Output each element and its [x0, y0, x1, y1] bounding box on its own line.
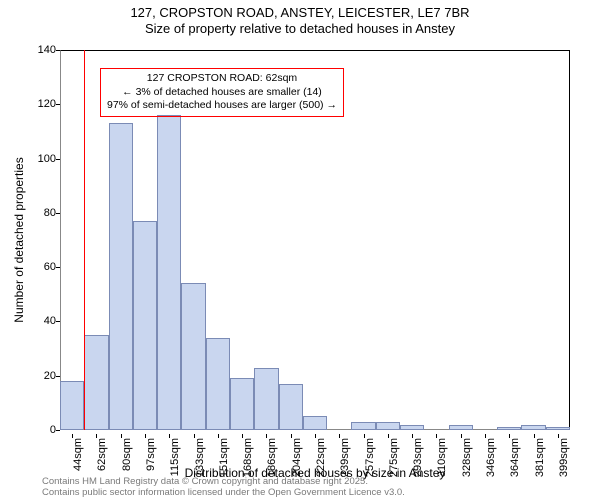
title-line-2: Size of property relative to detached ho… — [0, 21, 600, 37]
histogram-bar — [181, 283, 205, 430]
histogram-bar — [133, 221, 157, 430]
histogram-bar — [254, 368, 278, 430]
histogram-bar — [546, 427, 570, 430]
license-line-2: Contains public sector information licen… — [42, 488, 405, 499]
annotation-line: ← 3% of detached houses are smaller (14) — [107, 86, 337, 100]
y-tick-label: 120 — [26, 98, 56, 110]
histogram-bar — [400, 425, 424, 430]
histogram-bar — [376, 422, 400, 430]
y-tick-label: 0 — [26, 424, 56, 436]
y-tick-label: 40 — [26, 315, 56, 327]
annotation-box: 127 CROPSTON ROAD: 62sqm← 3% of detached… — [100, 68, 344, 117]
plot-area: 02040608010012014044sqm62sqm80sqm97sqm11… — [60, 50, 570, 430]
histogram-bar — [206, 338, 230, 430]
y-tick-label: 20 — [26, 370, 56, 382]
histogram-bar — [109, 123, 133, 430]
y-tick-label: 60 — [26, 261, 56, 273]
annotation-line: 127 CROPSTON ROAD: 62sqm — [107, 72, 337, 86]
histogram-bar — [497, 427, 521, 430]
histogram-bar — [279, 384, 303, 430]
y-tick-label: 140 — [26, 44, 56, 56]
histogram-bar — [351, 422, 375, 430]
y-tick-label: 100 — [26, 153, 56, 165]
chart-frame: 127, CROPSTON ROAD, ANSTEY, LEICESTER, L… — [0, 0, 600, 500]
title-line-1: 127, CROPSTON ROAD, ANSTEY, LEICESTER, L… — [0, 5, 600, 21]
histogram-bar — [449, 425, 473, 430]
property-marker-line — [84, 50, 85, 430]
histogram-bar — [303, 416, 327, 430]
histogram-bar — [60, 381, 84, 430]
histogram-bar — [521, 425, 545, 430]
histogram-bar — [84, 335, 108, 430]
chart-title-block: 127, CROPSTON ROAD, ANSTEY, LEICESTER, L… — [0, 5, 600, 38]
histogram-bar — [230, 378, 254, 430]
annotation-line: 97% of semi-detached houses are larger (… — [107, 99, 337, 113]
histogram-bar — [157, 115, 181, 430]
y-axis-label: Number of detached properties — [12, 157, 26, 322]
license-text: Contains HM Land Registry data © Crown c… — [42, 477, 405, 499]
y-tick-label: 80 — [26, 207, 56, 219]
